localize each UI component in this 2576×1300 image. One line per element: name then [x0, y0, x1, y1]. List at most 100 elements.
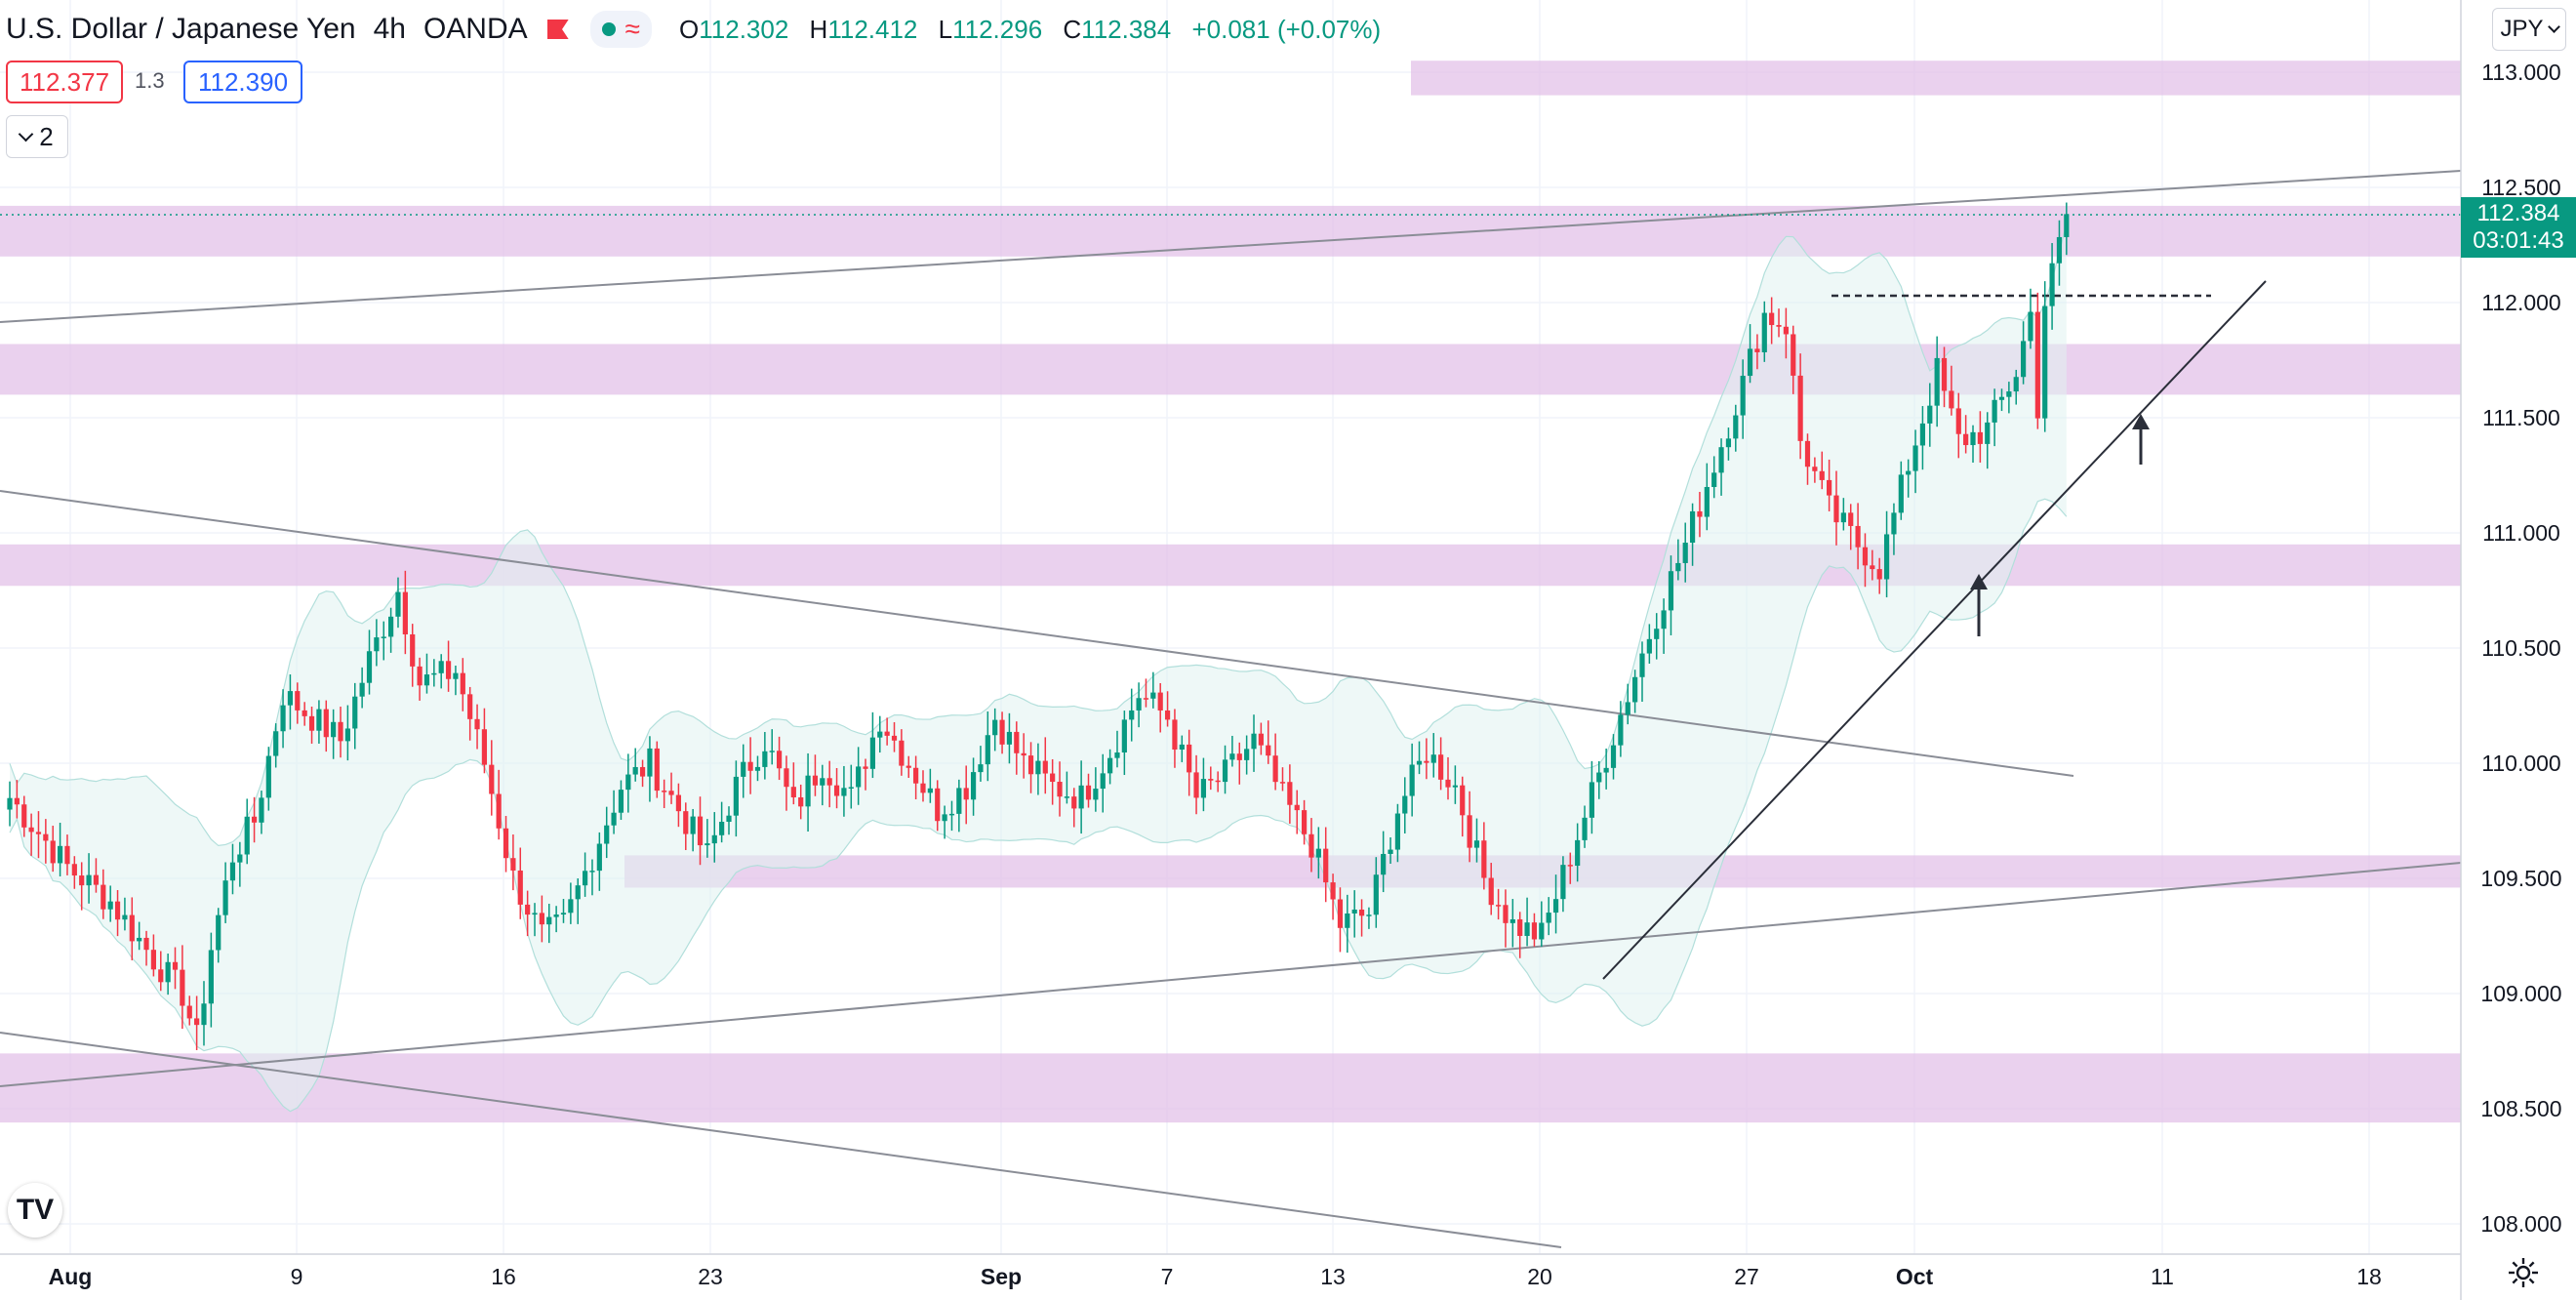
candle[interactable] [1575, 823, 1581, 882]
candle[interactable] [1315, 827, 1321, 879]
candle[interactable] [295, 682, 301, 724]
candle[interactable] [1100, 753, 1106, 813]
candle[interactable] [1294, 790, 1300, 834]
candle[interactable] [1215, 771, 1221, 792]
candle[interactable] [410, 624, 416, 687]
candle[interactable] [1891, 503, 1897, 555]
candle[interactable] [2056, 220, 2063, 286]
candle[interactable] [1107, 749, 1113, 785]
candle[interactable] [359, 667, 365, 709]
flag-icon[interactable] [546, 20, 569, 39]
candle[interactable] [611, 790, 617, 834]
candle[interactable] [453, 666, 459, 696]
candle[interactable] [1495, 888, 1502, 920]
candle[interactable] [532, 903, 538, 937]
candle[interactable] [1524, 897, 1530, 947]
candle[interactable] [841, 765, 847, 817]
candle[interactable] [1200, 757, 1207, 812]
candle[interactable] [216, 908, 221, 963]
candle[interactable] [2042, 281, 2048, 432]
candle[interactable] [1279, 767, 1286, 792]
candle[interactable] [43, 819, 49, 864]
candle[interactable] [662, 779, 667, 808]
price-zone[interactable] [0, 205, 2461, 257]
candle[interactable] [1503, 889, 1509, 948]
candle[interactable] [1394, 803, 1401, 863]
candle[interactable] [1014, 721, 1020, 775]
candle[interactable] [1143, 678, 1149, 708]
time-axis[interactable]: Aug 9 16 23 Sep 7 13 20 27 Oct 11 18 [49, 1264, 2382, 1289]
candle[interactable] [668, 772, 674, 804]
candle[interactable] [1783, 307, 1789, 359]
candle[interactable] [2021, 321, 2027, 385]
descending-line-lower[interactable] [0, 1032, 1562, 1248]
candle[interactable] [1769, 297, 1775, 345]
candle[interactable] [1373, 857, 1379, 928]
candle[interactable] [1632, 670, 1638, 713]
candle[interactable] [1438, 737, 1444, 791]
candle[interactable] [467, 686, 473, 741]
candle[interactable] [423, 653, 430, 694]
candle[interactable] [877, 715, 883, 753]
candle[interactable] [1258, 722, 1264, 755]
candle[interactable] [265, 747, 271, 811]
candle[interactable] [2013, 369, 2019, 405]
candle[interactable] [114, 889, 121, 937]
candle[interactable] [259, 791, 264, 834]
candle[interactable] [1934, 336, 1940, 427]
candle[interactable] [1193, 754, 1199, 815]
interval[interactable]: 4h [373, 13, 406, 45]
candle[interactable] [1136, 682, 1142, 728]
candle[interactable] [1021, 733, 1026, 779]
candle[interactable] [402, 570, 408, 655]
candle[interactable] [208, 932, 214, 1028]
candle[interactable] [978, 746, 984, 782]
candle[interactable] [1287, 764, 1293, 824]
candle[interactable] [308, 706, 315, 744]
candle[interactable] [1416, 741, 1423, 775]
candle[interactable] [1251, 714, 1257, 772]
candle[interactable] [539, 895, 544, 943]
candle[interactable] [1323, 827, 1329, 903]
candle[interactable] [963, 765, 969, 825]
candle[interactable] [1345, 894, 1350, 954]
candle[interactable] [2034, 292, 2040, 429]
candle[interactable] [1797, 353, 1803, 460]
candle[interactable] [1409, 743, 1415, 817]
candle[interactable] [920, 770, 926, 802]
candle[interactable] [790, 762, 796, 805]
tradingview-logo[interactable]: TV [8, 1183, 62, 1238]
candle[interactable] [1539, 901, 1545, 948]
candle[interactable] [1819, 451, 1825, 490]
candle[interactable] [1064, 771, 1069, 804]
candle[interactable] [1560, 856, 1566, 913]
candle[interactable] [1625, 683, 1630, 725]
indicators-toggle[interactable]: 2 [6, 115, 68, 158]
candle[interactable] [1840, 498, 1846, 531]
candle[interactable] [1827, 459, 1832, 511]
candle[interactable] [1006, 712, 1013, 764]
candle[interactable] [956, 779, 962, 833]
candle[interactable] [1998, 388, 2005, 412]
candle[interactable] [1121, 711, 1127, 776]
candle[interactable] [1876, 557, 1882, 594]
currency-selector[interactable]: JPY [2492, 8, 2566, 51]
candle[interactable] [1912, 429, 1918, 494]
price-zone[interactable] [0, 344, 2461, 395]
candle[interactable] [251, 796, 258, 843]
candle[interactable] [632, 748, 638, 782]
candle[interactable] [143, 930, 149, 966]
arrow-up-marker[interactable] [1970, 574, 1988, 636]
candle[interactable] [906, 755, 911, 779]
candle[interactable] [697, 796, 704, 866]
candle[interactable] [1963, 415, 1969, 454]
candle[interactable] [1481, 822, 1487, 890]
candle[interactable] [1366, 907, 1372, 929]
candle[interactable] [374, 619, 380, 667]
candle[interactable] [172, 947, 179, 990]
candle[interactable] [1970, 425, 1976, 464]
candle[interactable] [1668, 555, 1674, 635]
candle[interactable] [1531, 913, 1538, 947]
candle[interactable] [1855, 503, 1861, 570]
candle[interactable] [93, 858, 100, 893]
